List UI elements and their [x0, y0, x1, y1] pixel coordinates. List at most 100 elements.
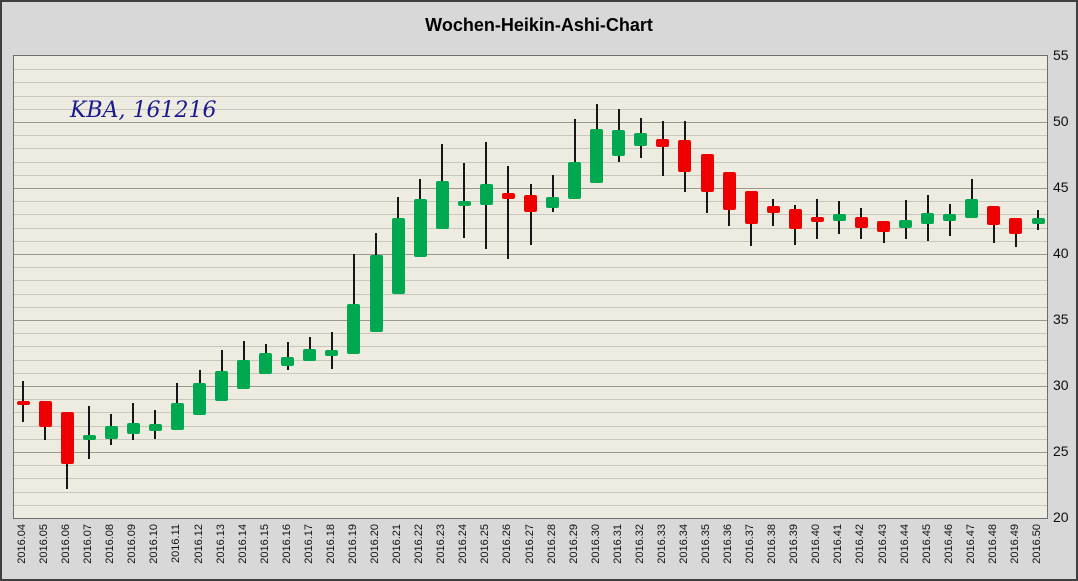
candle-body — [810, 217, 824, 223]
candle-wick — [529, 184, 532, 245]
gridline-major — [14, 254, 1047, 255]
candle-body — [656, 139, 670, 148]
x-axis-label: 2016.37 — [744, 524, 757, 564]
gridline-minor — [14, 82, 1047, 84]
chart-annotation: KBA, 161216 — [70, 98, 217, 123]
x-axis-label: 2016.31 — [611, 524, 624, 564]
x-axis-label: 2016.34 — [677, 524, 690, 564]
x-axis-label: 2016.21 — [391, 524, 404, 564]
candle-body — [501, 193, 515, 199]
candle-body — [1031, 218, 1045, 224]
candle-wick — [661, 120, 664, 177]
x-axis-label: 2016.09 — [126, 524, 139, 564]
candle-wick — [551, 174, 554, 212]
x-axis-label: 2016.49 — [1008, 524, 1021, 564]
candle-body — [965, 198, 979, 219]
candle-wick — [330, 331, 333, 369]
candle-wick — [132, 403, 135, 441]
candle-body — [612, 129, 626, 157]
candle-body — [259, 353, 273, 375]
candle-body — [546, 197, 560, 208]
candle-body — [325, 350, 339, 356]
candle-body — [215, 371, 229, 401]
x-axis-label: 2016.07 — [82, 524, 95, 564]
candle-body — [413, 198, 427, 257]
x-axis-label: 2016.22 — [413, 524, 426, 564]
x-axis-label: 2016.12 — [192, 524, 205, 564]
candle-body — [16, 400, 30, 405]
candle-body — [590, 128, 604, 183]
gridline-minor — [14, 267, 1047, 269]
y-axis-label: 20 — [1053, 509, 1069, 525]
gridline-minor — [14, 425, 1047, 427]
x-axis-label: 2016.08 — [104, 524, 117, 564]
x-axis-label: 2016.50 — [1031, 524, 1043, 564]
x-axis-label: 2016.24 — [457, 524, 470, 564]
candle-body — [38, 400, 52, 427]
x-axis-label: 2016.47 — [964, 524, 977, 564]
x-axis-label: 2016.39 — [788, 524, 801, 564]
candle-body — [788, 209, 802, 229]
gridline-minor — [14, 293, 1047, 295]
candle-body — [921, 213, 935, 224]
candle-body — [104, 425, 118, 439]
candle-wick — [88, 405, 91, 459]
x-axis-label: 2016.26 — [501, 524, 514, 564]
candle-body — [369, 255, 383, 332]
candle-body — [1009, 218, 1023, 235]
x-axis-label: 2016.28 — [545, 524, 558, 564]
x-axis-label: 2016.38 — [766, 524, 779, 564]
candle-body — [435, 181, 449, 229]
candle-wick — [507, 165, 510, 260]
candle-body — [524, 194, 537, 212]
x-axis-label: 2016.27 — [523, 524, 536, 564]
gridline-minor — [14, 306, 1047, 308]
gridline-minor — [14, 504, 1047, 506]
x-axis-label: 2016.20 — [369, 524, 382, 564]
x-axis-label: 2016.35 — [700, 524, 713, 564]
y-axis-label: 35 — [1053, 311, 1069, 327]
candle-body — [877, 221, 891, 232]
gridline-minor — [14, 161, 1047, 163]
x-axis-label: 2016.19 — [346, 524, 359, 564]
x-axis-label: 2016.44 — [898, 524, 911, 564]
candle-body — [391, 218, 405, 294]
x-axis-label: 2016.45 — [920, 524, 933, 564]
candle-wick — [573, 119, 576, 199]
y-axis-label: 25 — [1053, 443, 1069, 459]
x-axis-label: 2016.05 — [38, 524, 51, 564]
candle-body — [148, 424, 162, 431]
x-axis-label: 2016.25 — [479, 524, 492, 564]
x-axis-label: 2016.17 — [302, 524, 315, 564]
candle-body — [634, 132, 648, 146]
candle-body — [126, 422, 140, 434]
gridline-minor — [14, 491, 1047, 493]
candle-body — [347, 304, 361, 355]
x-axis-label: 2016.11 — [170, 524, 183, 563]
candle-body — [899, 219, 913, 228]
y-axis-label: 55 — [1053, 47, 1069, 63]
x-axis-label: 2016.46 — [942, 524, 955, 564]
gridline-major — [14, 122, 1047, 123]
candle-body — [568, 161, 582, 199]
gridline-minor — [14, 372, 1047, 374]
gridline-minor — [14, 359, 1047, 361]
gridline-minor — [14, 333, 1047, 335]
candle-wick — [882, 221, 885, 244]
x-axis-label: 2016.15 — [258, 524, 271, 564]
gridline-minor — [14, 280, 1047, 282]
x-axis-label: 2016.13 — [214, 524, 227, 564]
candle-body — [700, 153, 714, 192]
gridline-minor — [14, 399, 1047, 401]
gridline-minor — [14, 465, 1047, 467]
gridline-minor — [14, 174, 1047, 176]
gridline-minor — [14, 478, 1047, 480]
x-axis-label: 2016.18 — [324, 524, 337, 564]
candle-wick — [992, 206, 995, 244]
candle-body — [722, 172, 736, 211]
x-axis-label: 2016.36 — [722, 524, 735, 564]
y-axis-label: 40 — [1053, 245, 1069, 261]
gridline-minor — [14, 148, 1047, 150]
x-axis-label: 2016.32 — [633, 524, 646, 564]
x-axis-label: 2016.33 — [655, 524, 668, 564]
